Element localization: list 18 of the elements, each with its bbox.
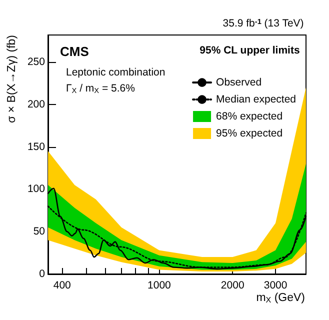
legend-label: 95% expected: [216, 128, 283, 140]
y-tick-label: 150: [27, 140, 46, 153]
legend-label: Observed: [216, 76, 262, 88]
legend-label: Median expected: [216, 94, 296, 106]
y-axis-title: σ × B(X→Zγ) (fb): [6, 34, 18, 123]
x-tick-label: 2000: [220, 280, 244, 292]
legend-label: 68% expected: [216, 110, 283, 122]
y-tick-label: 100: [27, 183, 46, 196]
y-tick-label: 250: [27, 56, 46, 68]
x-tick-label: 400: [53, 280, 72, 292]
y-tick-label: 50: [33, 226, 46, 238]
annotation: Leptonic combination: [66, 66, 166, 78]
y-tick-label: 200: [27, 98, 46, 110]
x-tick-label: 1000: [148, 280, 172, 292]
legend-title: 95% CL upper limits: [200, 44, 300, 56]
x-tick-label: 3000: [264, 280, 288, 292]
y-tick-label: 0: [39, 268, 46, 280]
annotation: CMS: [60, 44, 90, 59]
